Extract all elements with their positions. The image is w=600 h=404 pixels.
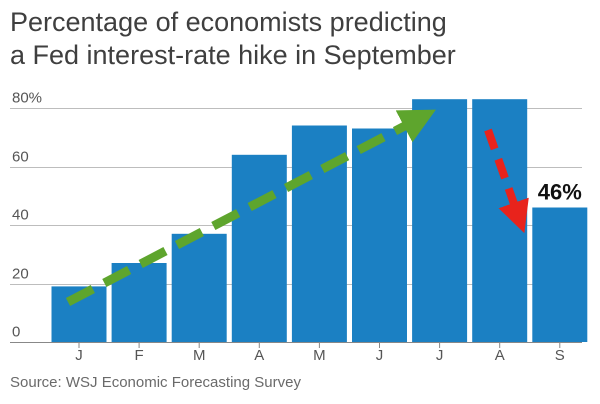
y-tick-label: 40 <box>12 207 29 224</box>
bars <box>51 99 588 342</box>
x-tick-label: A <box>495 347 505 364</box>
y-tick-label: 0 <box>12 324 20 341</box>
bar-8 <box>532 207 588 342</box>
chart-title-line-2: a Fed interest-rate hike in September <box>10 40 456 70</box>
chart-title-line-1: Percentage of economists predicting <box>10 7 447 37</box>
y-tick-label: 80% <box>12 90 42 107</box>
x-tick-label: M <box>313 347 326 364</box>
trend-arrows <box>65 109 529 306</box>
axis-labels: 0 20 40 60 80% J F M A M J J A S <box>12 90 565 365</box>
red-downtrend-arrow <box>484 128 529 234</box>
bar-7 <box>472 99 528 342</box>
bar-5 <box>352 128 407 342</box>
chart-title: Percentage of economists predicting a Fe… <box>10 6 590 72</box>
x-tick-label: F <box>135 347 144 364</box>
x-tick-label: M <box>193 347 206 364</box>
bar-2 <box>171 233 227 342</box>
x-tick-label: S <box>555 347 565 364</box>
bar-6 <box>412 99 468 342</box>
x-tick-label: J <box>75 347 83 364</box>
x-tick-label: J <box>376 347 384 364</box>
source-note: Source: WSJ Economic Forecasting Survey <box>10 374 301 391</box>
y-tick-label: 20 <box>12 266 29 283</box>
green-uptrend-arrow <box>65 109 436 306</box>
bar-3 <box>231 154 287 342</box>
annotation-46-percent: 46% <box>538 180 582 205</box>
y-tick-label: 60 <box>12 149 29 166</box>
x-tick-label: J <box>436 347 444 364</box>
x-tick-label: A <box>254 347 264 364</box>
